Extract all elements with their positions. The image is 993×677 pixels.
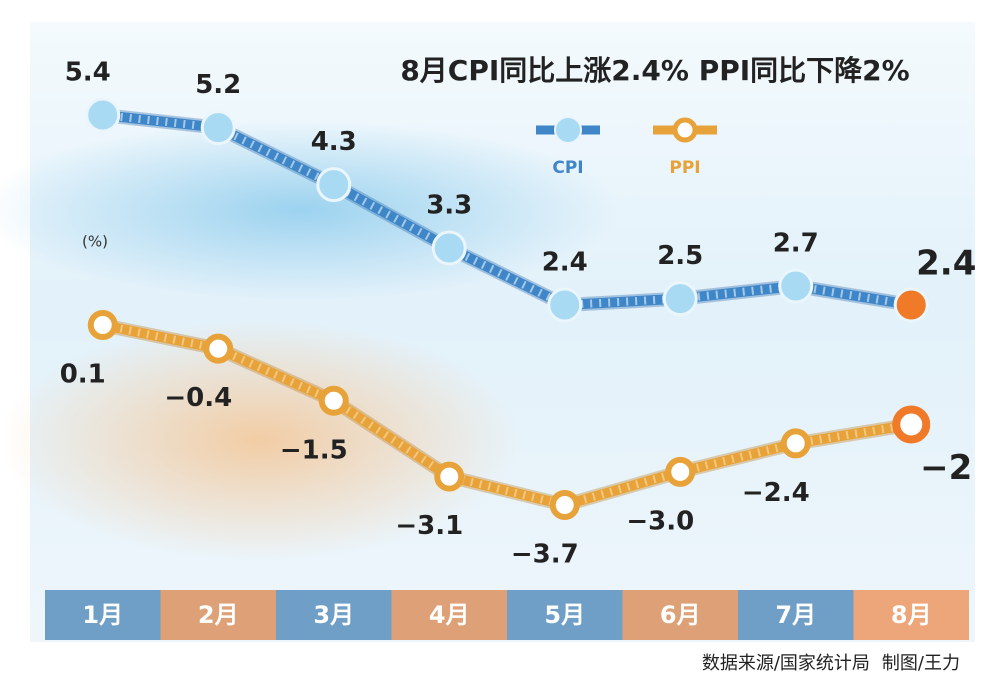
legend-label: CPI xyxy=(552,158,583,178)
data-label: 2.4 xyxy=(542,248,588,278)
legend-label: PPI xyxy=(669,158,700,178)
point xyxy=(202,112,234,144)
data-label: −3.7 xyxy=(511,540,579,570)
legend-marker xyxy=(675,120,695,140)
chart-title: 8月CPI同比上涨2.4% PPI同比下降2% xyxy=(400,54,909,87)
point xyxy=(433,232,465,264)
data-label: 4.3 xyxy=(311,127,357,157)
point xyxy=(780,270,812,302)
data-label: 2.7 xyxy=(773,229,819,259)
data-label: −1.5 xyxy=(280,435,348,465)
data-label: −3.0 xyxy=(626,506,694,536)
x-tick-label: 4月 xyxy=(429,601,470,629)
point xyxy=(87,99,119,131)
point xyxy=(896,409,926,439)
legend-marker xyxy=(555,117,581,143)
source: 数据来源/国家统计局 xyxy=(702,653,870,674)
data-label: 0.1 xyxy=(60,360,106,390)
data-label: 2.5 xyxy=(657,241,703,271)
unit-label: (%) xyxy=(82,233,108,251)
x-tick-label: 6月 xyxy=(660,601,701,629)
point xyxy=(553,493,577,517)
data-label: 5.2 xyxy=(195,70,241,100)
x-tick-label: 2月 xyxy=(198,601,239,629)
point xyxy=(91,313,115,337)
chart: 8月CPI同比上涨2.4% PPI同比下降2% (%) 数据来源/国家统计局制图… xyxy=(0,0,993,677)
data-label: 5.4 xyxy=(65,58,111,88)
point xyxy=(206,337,230,361)
point xyxy=(322,389,346,413)
data-label: 2.4 xyxy=(916,244,976,284)
point xyxy=(549,289,581,321)
point xyxy=(784,431,808,455)
data-label: −2 xyxy=(920,448,972,488)
x-tick-label: 3月 xyxy=(313,601,354,629)
point xyxy=(318,169,350,201)
data-label: 3.3 xyxy=(426,191,472,221)
x-tick-label: 1月 xyxy=(82,601,123,629)
point xyxy=(895,289,927,321)
point xyxy=(437,465,461,489)
point xyxy=(668,460,692,484)
data-label: −2.4 xyxy=(742,478,810,508)
x-tick-label: 8月 xyxy=(891,601,932,629)
x-tick-label: 5月 xyxy=(544,601,585,629)
credit: 制图/王力 xyxy=(882,653,960,674)
data-label: −3.1 xyxy=(395,511,463,541)
data-label: −0.4 xyxy=(164,383,232,413)
footer: 数据来源/国家统计局制图/王力 xyxy=(702,653,960,674)
point xyxy=(664,283,696,315)
x-tick-label: 7月 xyxy=(775,601,816,629)
